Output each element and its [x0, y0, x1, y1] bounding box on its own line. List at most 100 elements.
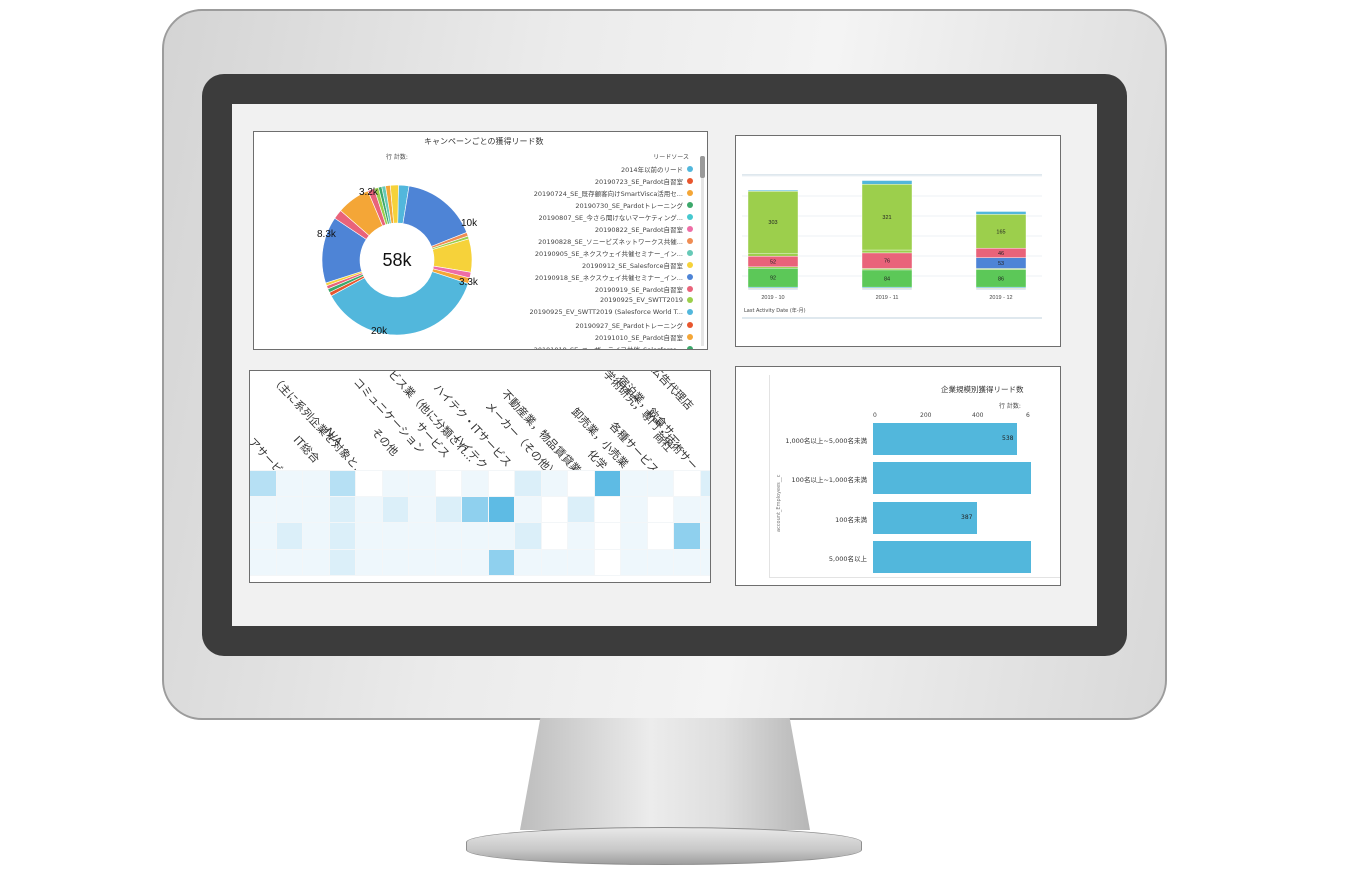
stacked-segment[interactable] — [747, 189, 799, 192]
heatmap-cell[interactable] — [461, 496, 489, 524]
stacked-segment[interactable] — [861, 268, 913, 271]
heatmap-cell[interactable] — [275, 522, 303, 550]
heatmap-cell[interactable] — [381, 522, 409, 550]
heatmap-cell[interactable] — [567, 548, 595, 576]
heatmap-cell[interactable] — [514, 522, 542, 550]
heatmap-cell[interactable] — [620, 496, 648, 524]
legend-item[interactable]: 20190822_SE_Pardot自習室 — [595, 224, 693, 234]
heatmap-cell[interactable] — [408, 522, 436, 550]
legend-item[interactable]: 20190919_SE_Pardot自習室 — [595, 284, 693, 294]
heatmap-cell[interactable] — [250, 548, 277, 576]
heatmap-cell[interactable] — [328, 522, 356, 550]
heatmap-cell[interactable] — [355, 548, 383, 576]
heatmap-cell[interactable] — [540, 469, 568, 498]
heatmap-cell[interactable] — [328, 469, 356, 498]
legend-item[interactable]: 20190925_EV_SWTT2019 — [600, 296, 693, 304]
hbar-bar-3[interactable] — [873, 541, 1031, 573]
hbar-bar-1[interactable] — [873, 462, 1031, 494]
heatmap-cell[interactable] — [514, 496, 542, 524]
legend-item[interactable]: 20190724_SE_既存顧客向けSmartVisca活用セ... — [534, 188, 693, 198]
heatmap-cell[interactable] — [699, 522, 710, 550]
heatmap-cell[interactable] — [646, 548, 674, 576]
heatmap-cell[interactable] — [567, 522, 595, 550]
heatmap-cell[interactable] — [673, 522, 701, 550]
heatmap-cell[interactable] — [250, 496, 277, 524]
heatmap-cell[interactable] — [381, 548, 409, 576]
heatmap-cell[interactable] — [355, 522, 383, 550]
heatmap-cell[interactable] — [302, 522, 330, 550]
donut-chart-panel[interactable]: キャンペーンごとの獲得リード数 行 計数: 58k 10k 3.3k 20k 8… — [253, 131, 708, 350]
heatmap-cell[interactable] — [593, 496, 621, 524]
heatmap-cell[interactable] — [487, 496, 515, 524]
heatmap-cell[interactable] — [302, 469, 330, 498]
heatmap-cell[interactable] — [620, 469, 648, 498]
heatmap-cell[interactable] — [567, 469, 595, 498]
hbar-bar-0[interactable] — [873, 423, 1017, 455]
legend-scrollbar[interactable] — [701, 156, 704, 346]
heatmap-cell[interactable] — [540, 548, 568, 576]
donut-slice[interactable] — [389, 184, 399, 224]
heatmap-cell[interactable] — [355, 496, 383, 524]
heatmap-cell[interactable] — [250, 522, 277, 550]
heatmap-cell[interactable] — [275, 496, 303, 524]
heatmap-cell[interactable] — [699, 548, 710, 576]
stacked-segment[interactable] — [747, 190, 799, 254]
heatmap-cell[interactable] — [355, 469, 383, 498]
heatmap-cell[interactable] — [487, 469, 515, 498]
stacked-segment[interactable] — [975, 211, 1027, 215]
heatmap-cell[interactable] — [620, 522, 648, 550]
heatmap-cell[interactable] — [328, 548, 356, 576]
heatmap-cell[interactable] — [434, 522, 462, 550]
stacked-bar-panel[interactable]: 92 52 303 2019 - 10 84 76 321 2019 - 11 86 53 46 16… — [735, 135, 1061, 347]
legend-item[interactable]: 20190912_SE_Salesforce自習室 — [582, 260, 693, 270]
heatmap-cell[interactable] — [673, 469, 701, 498]
heatmap-cell[interactable] — [673, 548, 701, 576]
legend-scrollbar-thumb[interactable] — [700, 156, 705, 178]
heatmap-cell[interactable] — [593, 469, 621, 498]
heatmap-cell[interactable] — [381, 496, 409, 524]
heatmap-cell[interactable] — [487, 548, 515, 576]
heatmap-panel[interactable]: アサービス IT総合 N/A （主に系列企業を対象と... その他 コミュニケーション サー… — [249, 370, 711, 583]
heatmap-cell[interactable] — [275, 469, 303, 498]
legend-item[interactable]: 20191010_SE_Pardot自習室 — [595, 332, 693, 342]
stacked-segment[interactable] — [747, 253, 799, 257]
heatmap-cell[interactable] — [302, 496, 330, 524]
heatmap-cell[interactable] — [408, 496, 436, 524]
legend-item[interactable]: 20190925_EV_SWTT2019 (Salesforce World T… — [530, 308, 693, 316]
heatmap-cell[interactable] — [593, 548, 621, 576]
heatmap-cell[interactable] — [434, 496, 462, 524]
legend-item[interactable]: 2014年以前のリード — [621, 164, 693, 174]
heatmap-cell[interactable] — [540, 522, 568, 550]
heatmap-cell[interactable] — [593, 522, 621, 550]
donut-slice[interactable] — [330, 271, 469, 336]
heatmap-cell[interactable] — [275, 548, 303, 576]
legend-item[interactable]: 20190723_SE_Pardot自習室 — [595, 176, 693, 186]
stacked-segment[interactable] — [861, 249, 913, 254]
heatmap-cell[interactable] — [646, 496, 674, 524]
heatmap-cell[interactable] — [461, 469, 489, 498]
legend-item[interactable]: 20190918_SE_ネクスウェイ共催セミナー_イン... — [535, 272, 693, 282]
stacked-segment[interactable] — [747, 266, 799, 269]
heatmap-cell[interactable] — [646, 522, 674, 550]
heatmap-cell[interactable] — [646, 469, 674, 498]
stacked-segment[interactable] — [861, 180, 913, 185]
heatmap-cell[interactable] — [434, 469, 462, 498]
heatmap-cell[interactable] — [620, 548, 648, 576]
heatmap-cell[interactable] — [540, 496, 568, 524]
stacked-segment[interactable] — [861, 184, 913, 251]
stacked-segment[interactable] — [975, 214, 1027, 249]
heatmap-cell[interactable] — [250, 469, 277, 498]
heatmap-cell[interactable] — [673, 496, 701, 524]
hbar-bar-2[interactable] — [873, 502, 977, 534]
heatmap-cell[interactable] — [487, 522, 515, 550]
heatmap-cell[interactable] — [302, 548, 330, 576]
heatmap-cell[interactable] — [699, 469, 710, 498]
heatmap-cell[interactable] — [699, 496, 710, 524]
heatmap-cell[interactable] — [381, 469, 409, 498]
legend-item[interactable]: 20190828_SE_ソニービズネットワークス共催... — [538, 236, 693, 246]
legend-item[interactable]: 20190730_SE_Pardotトレーニング — [575, 200, 693, 210]
legend-item[interactable]: 20190927_SE_Pardotトレーニング — [575, 320, 693, 330]
heatmap-cell[interactable] — [461, 522, 489, 550]
heatmap-cell[interactable] — [514, 469, 542, 498]
heatmap-cell[interactable] — [461, 548, 489, 576]
